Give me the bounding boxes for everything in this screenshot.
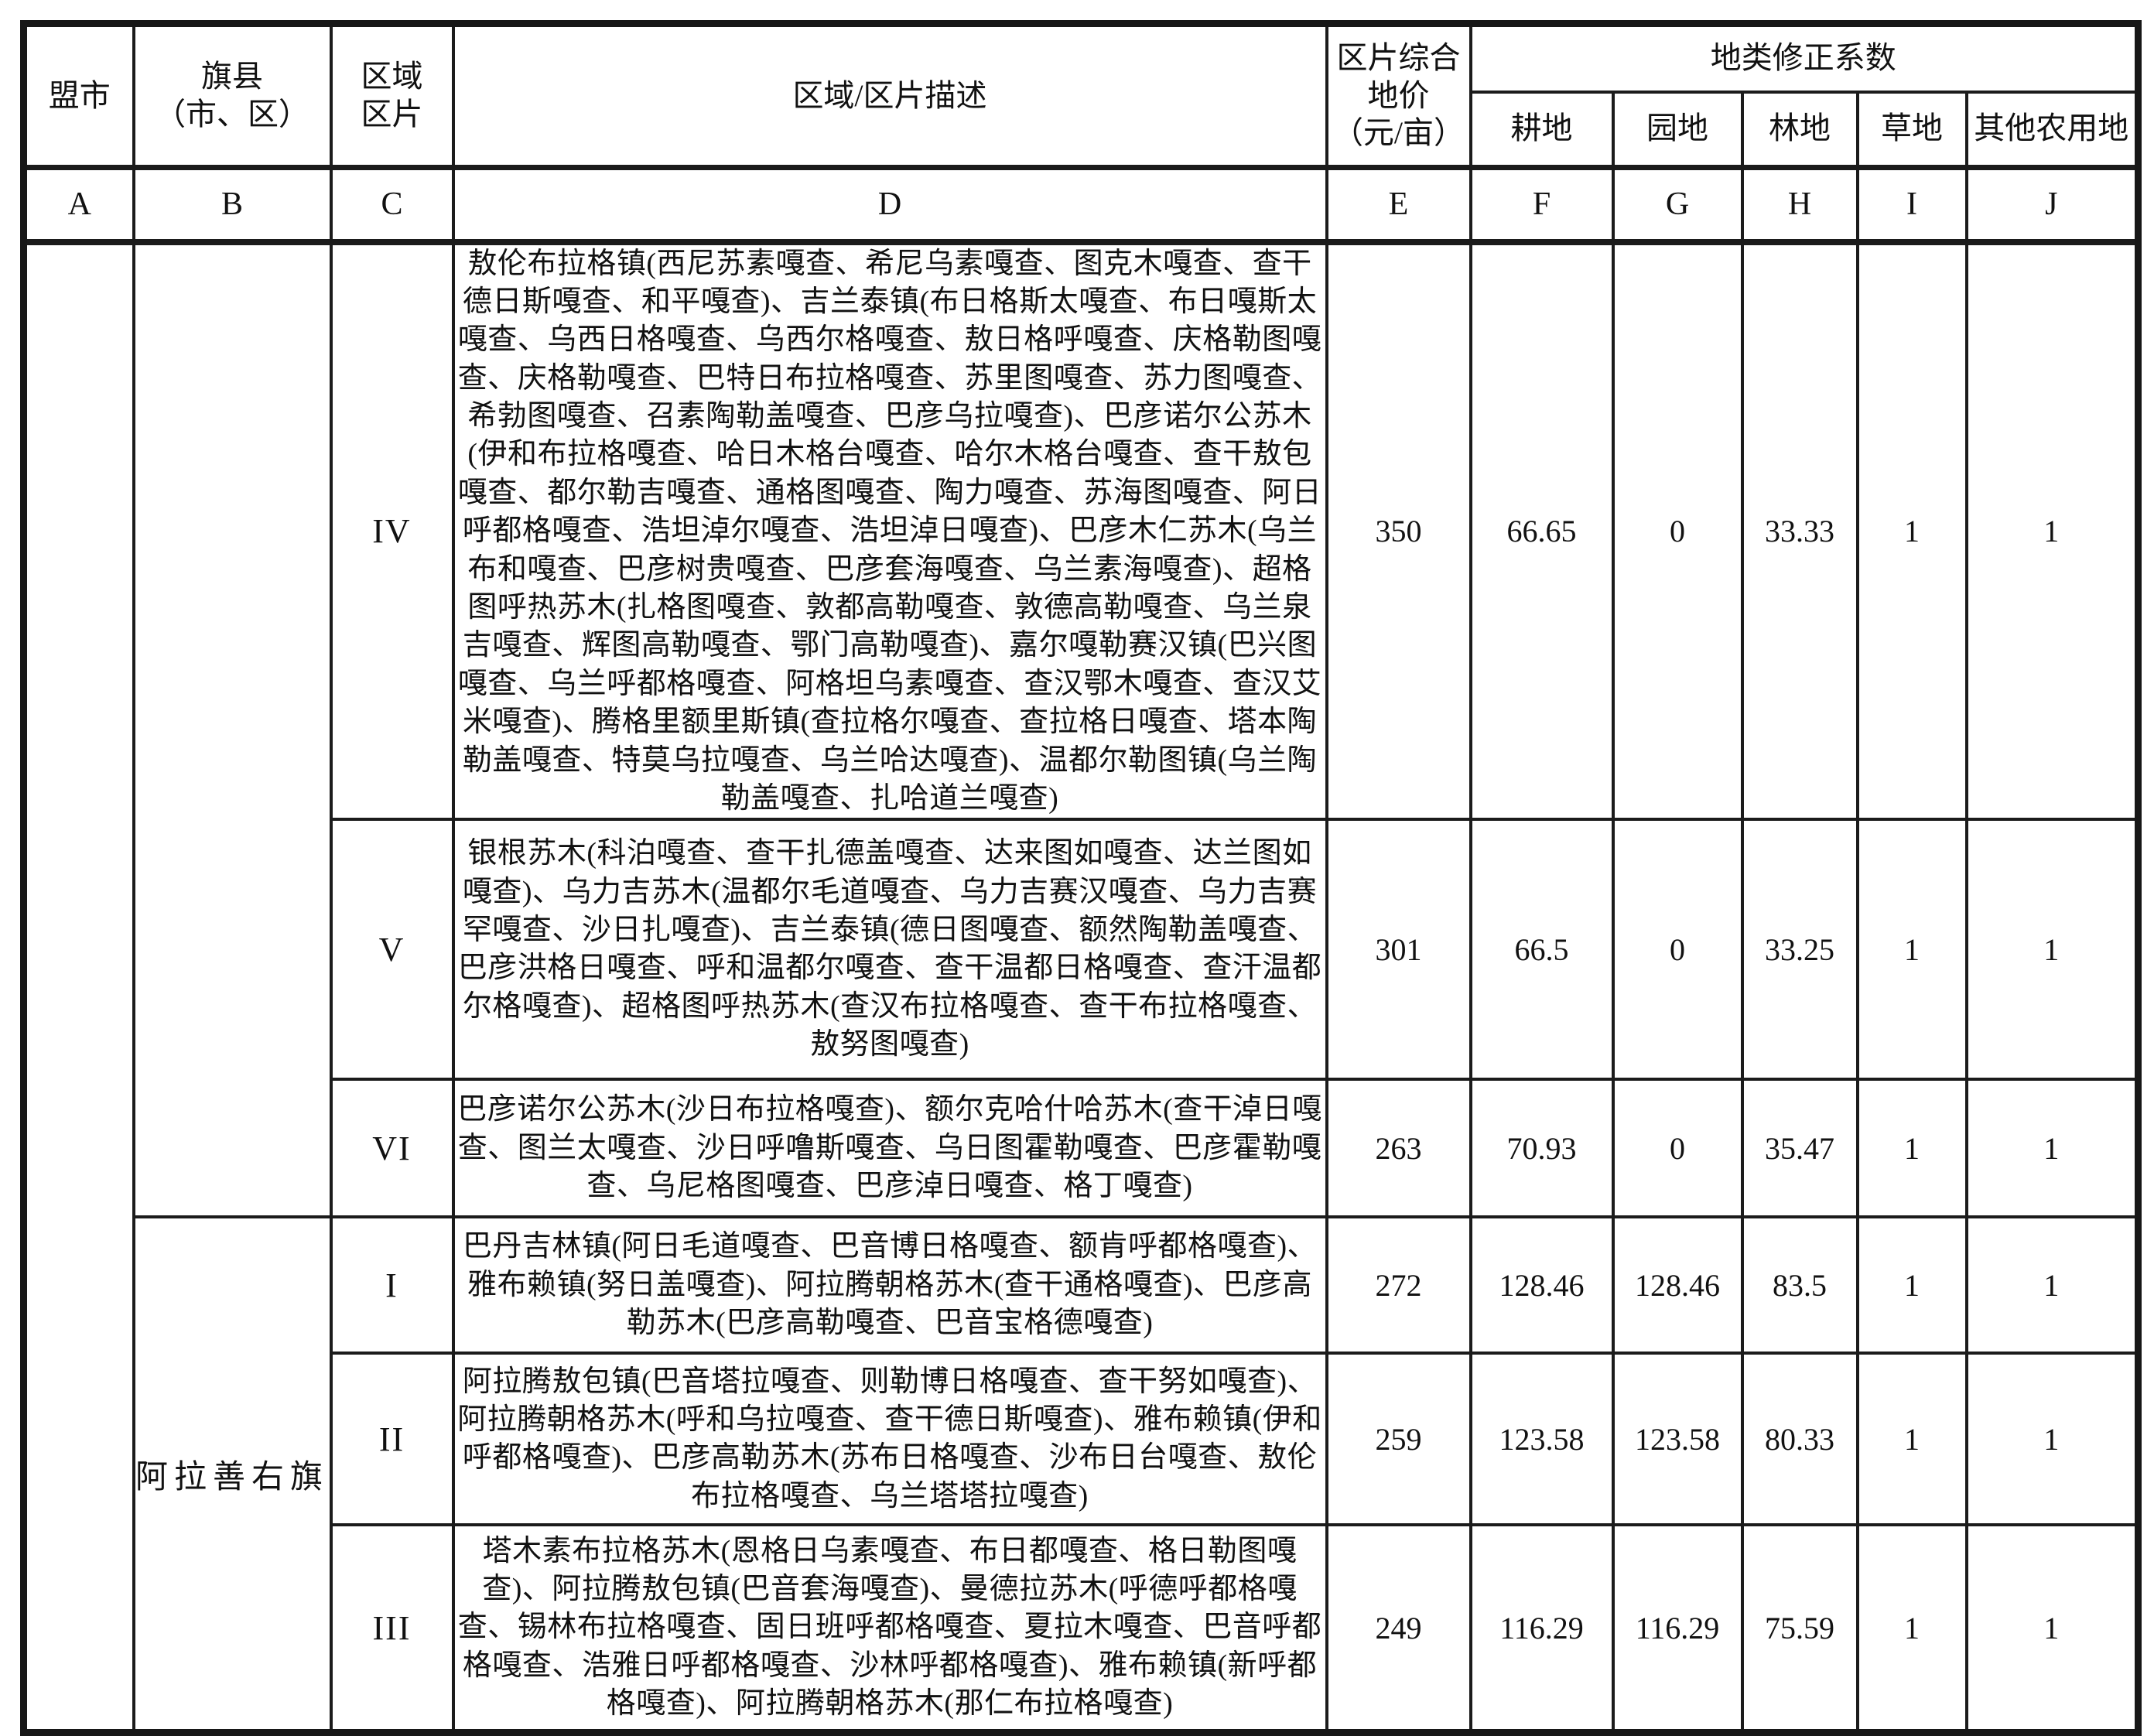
cell-coef-grass: 1 [1855,240,1968,822]
cell-coef-garden: 0 [1611,1078,1744,1219]
header-price-line2: 地价 [1367,77,1430,113]
column-letter-f: F [1468,165,1615,245]
cell-coef-other: 1 [1964,1215,2140,1355]
table-row: IV 敖伦布拉格镇(西尼苏素嘎查、希尼乌素嘎查、图克木嘎查、查干德日斯嘎查、和平… [22,240,2140,1734]
cell-price: 249 [1325,1523,1472,1734]
cell-zone: VI [329,1078,455,1219]
column-letter-a: A [22,165,135,245]
column-letter-c: C [329,165,455,245]
cell-coef-forest: 75.59 [1740,1523,1859,1734]
cell-description: 阿拉腾敖包镇(巴音塔拉嘎查、则勒博日格嘎查、查干努如嘎查)、阿拉腾朝格苏木(呼和… [451,1352,1328,1527]
header-coef-forest: 林地 [1740,90,1859,169]
header-banner-county: 旗县 （市、区） [132,22,333,169]
column-letter-b: B [132,165,333,245]
cell-coef-forest: 83.5 [1740,1215,1859,1355]
cell-coef-forest: 80.33 [1740,1352,1859,1527]
table-row: II 阿拉腾敖包镇(巴音塔拉嘎查、则勒博日格嘎查、查干努如嘎查)、阿拉腾朝格苏木… [24,1352,2140,1527]
cell-zone: II [329,1352,455,1527]
header-coef-other: 其他农用地 [1964,90,2140,169]
cell-county-top [132,240,333,1219]
header-banner-county-line1: 旗县 [201,59,263,94]
cell-description: 塔木素布拉格苏木(恩格日乌素嘎查、布日都嘎查、格日勒图嘎查)、阿拉腾敖包镇(巴音… [451,1523,1328,1734]
cell-league-city [22,240,135,1734]
table-row: V 银根苏木(科泊嘎查、查干扎德盖嘎查、达来图如嘎查、达兰图如嘎查)、乌力吉苏木… [24,818,2140,1082]
cell-zone: III [329,1523,455,1734]
header-coef-garden: 园地 [1611,90,1744,169]
cell-coef-garden: 0 [1611,818,1744,1082]
cell-description: 巴丹吉林镇(阿日毛道嘎查、巴音博日格嘎查、额肯呼都格嘎查)、雅布赖镇(努日盖嘎查… [451,1215,1328,1355]
cell-zone: IV [329,240,455,822]
cell-coef-cropland: 70.93 [1468,1078,1615,1219]
cell-coef-forest: 35.47 [1740,1078,1859,1219]
cell-price: 350 [1325,240,1472,822]
cell-description: 银根苏木(科泊嘎查、查干扎德盖嘎查、达来图如嘎查、达兰图如嘎查)、乌力吉苏木(温… [451,818,1328,1082]
cell-description: 敖伦布拉格镇(西尼苏素嘎查、希尼乌素嘎查、图克木嘎查、查干德日斯嘎查、和平嘎查)… [451,240,1328,822]
cell-zone: I [329,1215,455,1355]
cell-description: 巴彦诺尔公苏木(沙日布拉格嘎查)、额尔克哈什哈苏木(查干淖日嘎查、图兰太嘎查、沙… [451,1078,1328,1219]
header-coef-cropland: 耕地 [1468,90,1615,169]
column-letter-g: G [1611,165,1744,245]
cell-coef-cropland: 66.5 [1468,818,1615,1082]
header-zone: 区域 区片 [329,22,455,169]
cell-coef-forest: 33.33 [1740,240,1859,822]
cell-county-bottom: 阿拉善右旗 [132,1215,333,1734]
cell-coef-cropland: 116.29 [1468,1523,1615,1734]
cell-coef-cropland: 123.58 [1468,1352,1615,1527]
cell-coef-other: 1 [1964,240,2140,822]
header-banner-county-line2: （市、区） [155,97,309,132]
table-row: III 塔木素布拉格苏木(恩格日乌素嘎查、布日都嘎查、格日勒图嘎查)、阿拉腾敖包… [24,1523,2140,1734]
cell-coef-grass: 1 [1855,1078,1968,1219]
cell-coef-cropland: 128.46 [1468,1215,1615,1355]
cell-price: 272 [1325,1215,1472,1355]
cell-coef-garden: 123.58 [1611,1352,1744,1527]
cell-coef-grass: 1 [1855,1352,1968,1527]
cell-coef-other: 1 [1964,1523,2140,1734]
column-letter-j: J [1964,165,2140,245]
header-zone-line1: 区域 [361,59,423,94]
header-coef-grass: 草地 [1855,90,1968,169]
cell-coef-other: 1 [1964,1352,2140,1527]
header-price: 区片综合 地价 （元/亩） [1325,22,1472,169]
cell-coef-other: 1 [1964,1078,2140,1219]
table-row: 阿拉善右旗 I 巴丹吉林镇(阿日毛道嘎查、巴音博日格嘎查、额肯呼都格嘎查)、雅布… [24,1215,2140,1734]
header-price-line1: 区片综合 [1336,39,1461,75]
cell-coef-garden: 128.46 [1611,1215,1744,1355]
header-coef-group: 地类修正系数 [1468,22,2140,94]
column-letter-e: E [1325,165,1472,245]
column-letter-i: I [1855,165,1968,245]
cell-coef-garden: 0 [1611,240,1744,822]
cell-coef-grass: 1 [1855,1523,1968,1734]
cell-coef-grass: 1 [1855,1215,1968,1355]
cell-price: 263 [1325,1078,1472,1219]
column-letter-h: H [1740,165,1859,245]
cell-coef-garden: 116.29 [1611,1523,1744,1734]
cell-zone: V [329,818,455,1082]
land-price-table: 盟市 旗县 （市、区） 区域 区片 区域/区片描述 区片综合 地价 （元/亩） … [20,20,2142,1736]
header-zone-line2: 区片 [361,97,423,132]
header-league-city: 盟市 [22,22,135,169]
cell-price: 259 [1325,1352,1472,1527]
header-description: 区域/区片描述 [451,22,1328,169]
cell-price: 301 [1325,818,1472,1082]
cell-coef-grass: 1 [1855,818,1968,1082]
header-price-line3: （元/亩） [1332,115,1465,151]
table-row: VI 巴彦诺尔公苏木(沙日布拉格嘎查)、额尔克哈什哈苏木(查干淖日嘎查、图兰太嘎… [24,1078,2140,1219]
cell-coef-forest: 33.25 [1740,818,1859,1082]
cell-coef-other: 1 [1964,818,2140,1082]
cell-coef-cropland: 66.65 [1468,240,1615,822]
column-letter-d: D [451,165,1328,245]
